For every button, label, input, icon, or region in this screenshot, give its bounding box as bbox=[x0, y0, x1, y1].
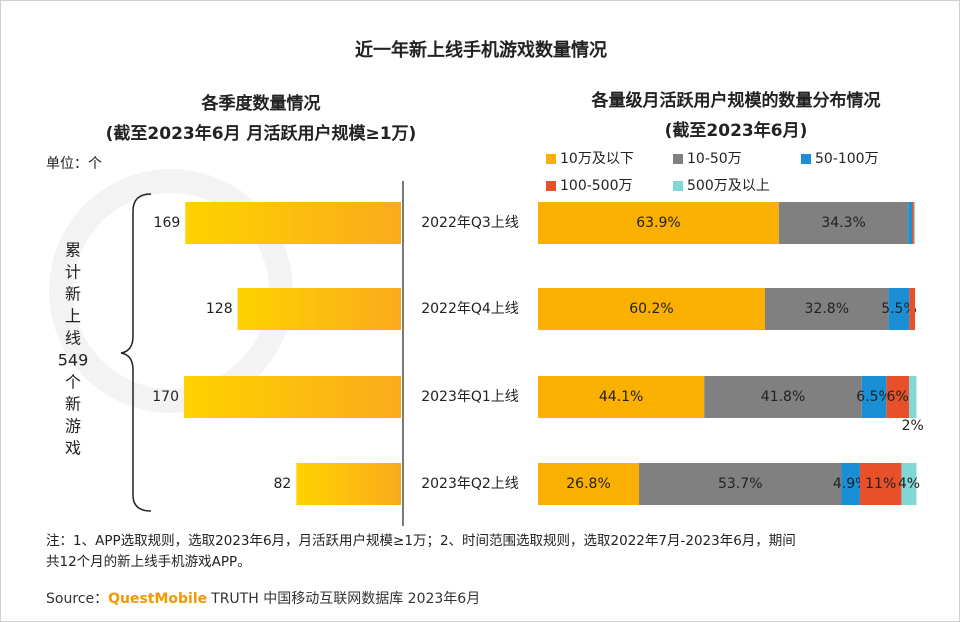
bar-segment bbox=[908, 376, 917, 418]
bar-segment bbox=[888, 288, 910, 330]
bar-segment bbox=[538, 376, 705, 418]
legend-label: 10万及以下 bbox=[560, 151, 634, 167]
chart-subtitle: (截至2023年6月) bbox=[665, 120, 808, 141]
legend-label: 500万及以上 bbox=[687, 178, 770, 194]
legend-swatch bbox=[546, 154, 556, 164]
bar bbox=[184, 376, 401, 418]
bar bbox=[185, 202, 401, 244]
bracket-label: 计 bbox=[65, 263, 81, 282]
legend-label: 100-500万 bbox=[560, 178, 633, 194]
bar-segment bbox=[913, 202, 915, 244]
bar-segment bbox=[841, 463, 860, 505]
chart-subtitle: (截至2023年6月 月活跃用户规模≥1万) bbox=[106, 123, 417, 144]
category-label: 2022年Q4上线 bbox=[421, 301, 519, 317]
bracket-label: 戏 bbox=[65, 439, 81, 458]
bracket-label: 累 bbox=[65, 241, 81, 260]
legend-label: 50-100万 bbox=[815, 151, 879, 167]
value-label: 5.5% bbox=[881, 301, 917, 317]
value-label: 11% bbox=[865, 476, 896, 492]
bracket-label: 新 bbox=[65, 285, 81, 304]
legend-swatch bbox=[673, 181, 683, 191]
note: 共12个月的新上线手机游戏APP。 bbox=[46, 554, 251, 570]
chart-title: 各量级月活跃用户规模的数量分布情况 bbox=[591, 90, 881, 111]
value-label: 44.1% bbox=[599, 389, 643, 405]
bracket-label: 549 bbox=[58, 351, 89, 370]
value-label: 4.9% bbox=[833, 476, 869, 492]
value-label: 53.7% bbox=[718, 476, 762, 492]
bracket-label: 新 bbox=[65, 395, 81, 414]
bar-segment bbox=[639, 463, 842, 505]
value-label: 32.8% bbox=[805, 301, 849, 317]
value-label: 82 bbox=[274, 476, 292, 492]
value-label: 41.8% bbox=[761, 389, 805, 405]
legend-label: 10-50万 bbox=[687, 151, 742, 167]
value-label: 26.8% bbox=[566, 476, 610, 492]
bar-segment bbox=[538, 288, 765, 330]
page-title: 近一年新上线手机游戏数量情况 bbox=[355, 39, 607, 61]
bar bbox=[296, 463, 401, 505]
legend-swatch bbox=[801, 154, 811, 164]
bar-segment bbox=[764, 288, 889, 330]
value-label: 128 bbox=[206, 301, 233, 317]
bar-segment bbox=[538, 463, 640, 505]
source: Source：QuestMobile TRUTH 中国移动互联网数据库 2023年… bbox=[46, 591, 480, 607]
bar-segment bbox=[886, 376, 909, 418]
category-label: 2022年Q3上线 bbox=[421, 215, 519, 231]
bracket-label: 个 bbox=[65, 373, 81, 392]
bar-segment bbox=[778, 202, 909, 244]
bar-segment bbox=[911, 202, 914, 244]
bracket-label: 上 bbox=[65, 307, 81, 326]
bar-segment bbox=[909, 288, 915, 330]
bar-segment bbox=[704, 376, 862, 418]
note: 注：1、APP选取规则，选取2023年6月，月活跃用户规模≥1万；2、时间范围选… bbox=[46, 532, 796, 549]
chart-title: 各季度数量情况 bbox=[201, 93, 321, 114]
value-label: 2% bbox=[902, 418, 924, 434]
value-label: 169 bbox=[154, 215, 181, 231]
value-label: 60.2% bbox=[629, 301, 673, 317]
bar-segment bbox=[538, 202, 779, 244]
bar bbox=[237, 288, 401, 330]
bracket-label: 游 bbox=[65, 417, 81, 436]
category-label: 2023年Q2上线 bbox=[421, 476, 519, 492]
bar-segment bbox=[908, 202, 912, 244]
bar-segment bbox=[859, 463, 902, 505]
value-label: 6.5% bbox=[856, 389, 892, 405]
value-label: 34.3% bbox=[821, 215, 865, 231]
value-label: 170 bbox=[152, 389, 179, 405]
value-label: 63.9% bbox=[636, 215, 680, 231]
bar-segment bbox=[901, 463, 917, 505]
legend-swatch bbox=[546, 181, 556, 191]
legend-swatch bbox=[673, 154, 683, 164]
value-label: 4% bbox=[898, 476, 920, 492]
bracket-label: 线 bbox=[65, 329, 81, 348]
unit-label: 单位：个 bbox=[46, 156, 102, 172]
bar-segment bbox=[861, 376, 887, 418]
category-label: 2023年Q1上线 bbox=[421, 389, 519, 405]
bracket bbox=[120, 193, 152, 512]
value-label: 6% bbox=[887, 389, 909, 405]
